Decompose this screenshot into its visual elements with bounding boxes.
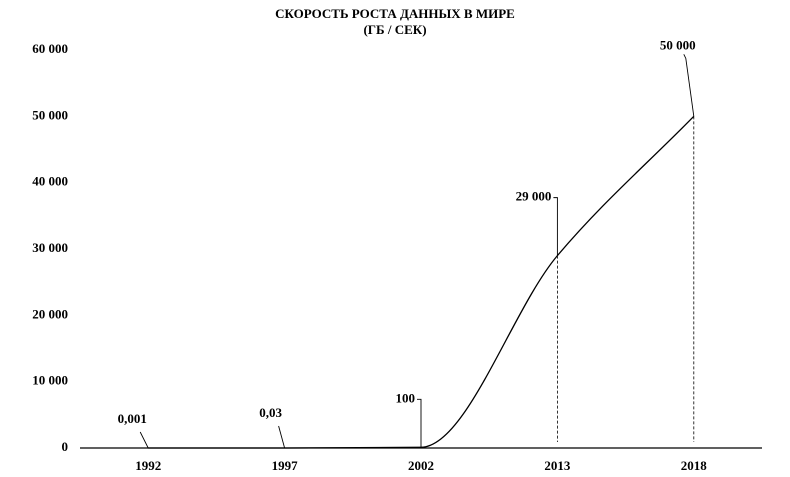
- data-line: [148, 115, 695, 449]
- y-tick-label: 20 000: [32, 306, 68, 321]
- data-label: 100: [396, 390, 416, 405]
- y-tick-label: 30 000: [32, 240, 68, 255]
- label-leader: [139, 431, 149, 449]
- label-leader: [553, 197, 558, 256]
- x-tick-label: 2002: [408, 458, 434, 473]
- data-label: 0,001: [118, 411, 147, 426]
- y-tick-label: 40 000: [32, 174, 68, 189]
- x-tick-label: 1992: [135, 458, 161, 473]
- label-leader: [417, 398, 422, 448]
- data-label: 0,03: [259, 405, 282, 420]
- y-tick-label: 60 000: [32, 41, 68, 56]
- y-tick-label: 50 000: [32, 107, 68, 122]
- data-label: 29 000: [516, 189, 552, 204]
- chart-subtitle: (ГБ / СЕК): [363, 22, 426, 37]
- x-tick-label: 2013: [544, 458, 571, 473]
- data-label: 50 000: [660, 37, 696, 52]
- x-tick-label: 2018: [681, 458, 708, 473]
- y-tick-label: 10 000: [32, 373, 68, 388]
- chart-title: СКОРОСТЬ РОСТА ДАННЫХ В МИРЕ: [275, 6, 515, 21]
- label-leader: [683, 54, 695, 117]
- x-tick-label: 1997: [272, 458, 299, 473]
- y-tick-label: 0: [62, 439, 69, 454]
- label-leader: [278, 425, 286, 449]
